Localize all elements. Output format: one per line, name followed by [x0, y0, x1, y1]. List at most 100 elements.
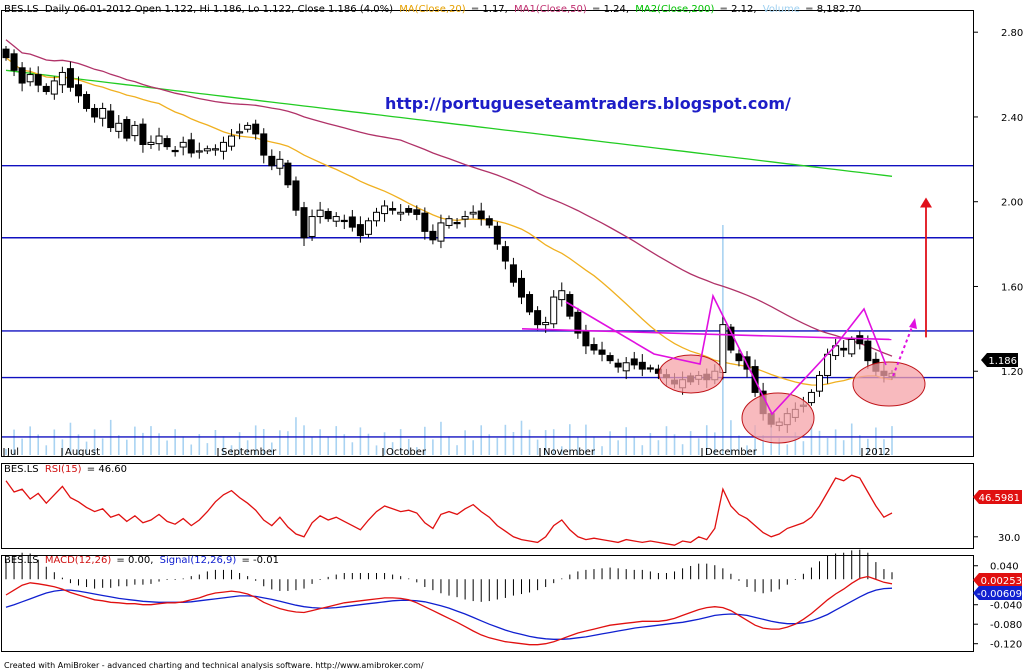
price-candle: [187, 132, 195, 158]
candle-body: [735, 353, 743, 362]
candle-body: [10, 53, 18, 71]
price-candle: [308, 209, 316, 241]
neckline: [521, 328, 892, 341]
month-label: Jul: [6, 447, 19, 458]
candle-body: [461, 216, 469, 220]
panel-frames: [1, 10, 974, 652]
rsi-header-value: = 46.60: [87, 464, 127, 475]
candle-body: [485, 218, 493, 226]
candle-body: [211, 148, 219, 151]
macd-tag-value: 0.00253: [981, 576, 1022, 587]
price-candle: [856, 331, 864, 350]
macd-lines: [5, 575, 893, 646]
price-candle: [638, 354, 646, 377]
price-candle: [816, 371, 824, 397]
candle-body: [107, 110, 115, 129]
candle-body: [332, 216, 340, 222]
candle-body: [405, 207, 413, 213]
price-candle: [373, 207, 381, 227]
candle-body: [469, 211, 477, 215]
candle-body: [364, 220, 372, 235]
candle-body: [638, 361, 646, 370]
right-shoulder-ellipse: [852, 361, 926, 407]
price-candle: [429, 224, 437, 245]
candle-body: [848, 338, 856, 355]
candle-body: [42, 85, 50, 93]
candle-body: [558, 290, 566, 301]
candle-body: [83, 93, 91, 109]
price-candle: [107, 104, 115, 132]
price-candle: [590, 337, 598, 355]
rsi-header: BES.LS RSI(15) = 46.60: [4, 464, 127, 475]
price-candle: [115, 115, 123, 139]
candle-body: [147, 141, 155, 145]
price-candle: [646, 364, 654, 373]
ma200-label: MA2(Close,200): [635, 4, 714, 15]
price-candle: [485, 215, 493, 229]
price-candle: [203, 145, 211, 155]
rsi-tag-value: 46.5981: [979, 493, 1020, 504]
price-header: BES.LS Daily 06-01-2012 Open 1.122, Hi 1…: [4, 4, 861, 15]
price-candle: [179, 136, 187, 156]
candle-body: [236, 131, 244, 134]
price-candle: [735, 349, 743, 367]
candle-body: [268, 155, 276, 167]
price-candle: [18, 62, 26, 92]
candle-body: [340, 219, 348, 223]
price-candle: [848, 336, 856, 358]
price-tick-label: 2.80: [1001, 28, 1023, 39]
volume-value: = 8,182.70: [805, 4, 861, 15]
macd-y-axis: 0.040 -0.040 -0.080 -0.120: [973, 562, 1022, 651]
macd-tick-label: 0.040: [990, 562, 1019, 573]
rsi-header-symbol: BES.LS: [4, 464, 39, 475]
candle-body: [356, 224, 364, 237]
macd-value: = 0.00,: [116, 555, 153, 566]
price-candle: [316, 201, 324, 224]
candle-body: [437, 222, 445, 242]
candle-body: [123, 118, 131, 139]
price-candle: [211, 144, 219, 156]
candle-body: [228, 135, 236, 147]
price-candle: [864, 335, 872, 369]
candle-body: [646, 367, 654, 370]
candle-body: [308, 216, 316, 237]
price-candle: [42, 83, 50, 95]
price-candle: [74, 76, 82, 103]
candle-body: [203, 148, 211, 152]
price-header-info: Daily 06-01-2012 Open 1.122, Hi 1.186, L…: [45, 4, 393, 15]
macd-tick-label: -0.120: [990, 640, 1022, 651]
candle-body: [74, 84, 82, 97]
candle-body: [373, 211, 381, 222]
candle-body: [598, 349, 606, 355]
candle-body: [445, 218, 453, 226]
candle-body: [840, 347, 848, 351]
candle-body: [509, 264, 517, 283]
price-candle: [155, 127, 163, 151]
volume-label: Volume: [763, 4, 800, 15]
candle-body: [50, 80, 58, 95]
price-tick-label: 1.20: [1001, 367, 1023, 378]
price-candle: [163, 135, 171, 150]
macd-series-line: [5, 575, 893, 646]
candle-body: [389, 207, 397, 211]
price-candle: [66, 61, 74, 92]
ma200-line: [5, 69, 893, 177]
price-candle: [300, 201, 308, 247]
candle-body: [179, 141, 187, 148]
rsi-panel-frame: [1, 463, 974, 549]
price-candle: [405, 205, 413, 216]
candle-body: [348, 216, 356, 228]
signal-series-line: [5, 587, 893, 640]
candle-body: [163, 138, 171, 148]
price-candle: [614, 358, 622, 373]
candle-body: [139, 123, 147, 145]
ma20-value: = 1.17,: [471, 4, 508, 15]
candle-body: [421, 212, 429, 232]
candle-body: [195, 150, 203, 153]
price-candle: [292, 176, 300, 216]
candle-body: [816, 374, 824, 392]
candle-body: [276, 158, 284, 169]
candle-body: [99, 107, 107, 119]
price-candle: [598, 341, 606, 362]
